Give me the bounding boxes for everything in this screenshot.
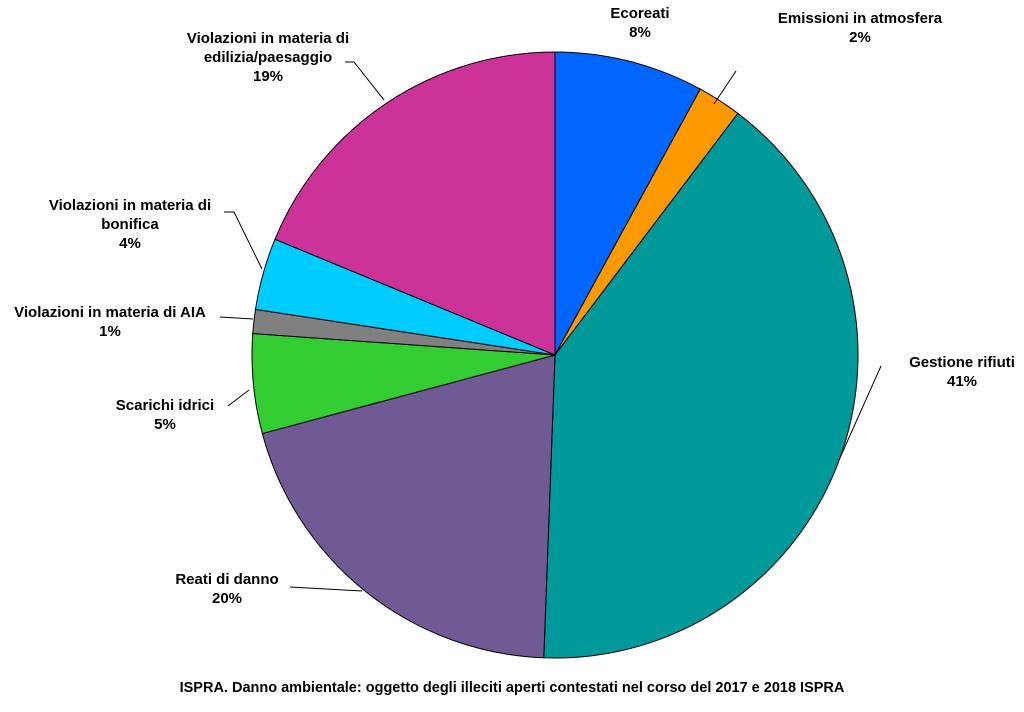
- leader-line: [224, 211, 263, 270]
- leader-line: [713, 70, 737, 105]
- label-reati-di-danno: Reati di danno 20%: [175, 571, 279, 607]
- label-violazioni-aia: Violazioni in materia di AIA 1%: [14, 304, 206, 340]
- label-ecoreati: Ecoreati 8%: [610, 5, 670, 41]
- leader-line: [345, 61, 385, 101]
- leader-line: [227, 389, 250, 407]
- label-emissioni-in-atmosfera: Emissioni in atmosfera 2%: [777, 10, 943, 46]
- pie-slice-reati-di-danno: [261, 354, 556, 659]
- pie-slice-ecoreati: [554, 51, 701, 356]
- label-violazioni-edilizia-paesaggio: Violazioni in materia di edilizia/paesag…: [186, 30, 350, 85]
- pie-slice-violazioni-in-materia-di-edilizia-paesaggio: [274, 51, 556, 356]
- leader-line: [289, 586, 363, 592]
- label-scarichi-idrici: Scarichi idrici 5%: [115, 397, 215, 433]
- leader-line: [219, 316, 254, 320]
- label-gestione-rifiuti: Gestione rifiuti 41%: [909, 354, 1015, 390]
- caption: ISPRA. Danno ambientale: oggetto degli i…: [179, 680, 845, 696]
- label-violazioni-bonifica: Violazioni in materia di bonifica 4%: [48, 197, 212, 252]
- leader-line: [838, 365, 882, 461]
